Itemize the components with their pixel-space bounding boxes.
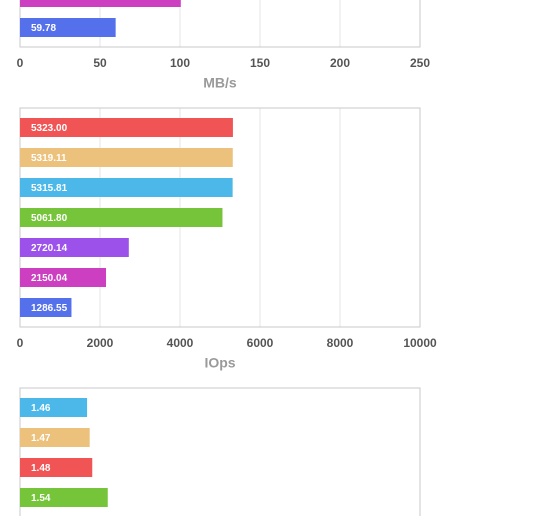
x-tick-label: 2000 <box>87 336 114 350</box>
value-label: 1.46 <box>31 403 51 414</box>
bar <box>20 488 108 507</box>
x-tick-label: 10000 <box>403 336 437 350</box>
x-tick-label: 150 <box>250 56 270 70</box>
plot-frame <box>19 387 421 516</box>
bar <box>20 298 72 317</box>
value-label: 1.48 <box>31 463 51 474</box>
bar <box>20 458 93 477</box>
x-tick-label: 0 <box>17 56 24 70</box>
value-label: 1.54 <box>31 493 51 504</box>
bar <box>20 118 233 137</box>
x-tick-label: 200 <box>330 56 350 70</box>
bar <box>20 178 233 197</box>
bar <box>20 18 116 37</box>
x-tick-label: 4000 <box>167 336 194 350</box>
x-tick-label: 6000 <box>247 336 274 350</box>
value-label: 5061.80 <box>31 213 68 224</box>
value-label: 5323.00 <box>31 123 68 134</box>
plot-frame <box>19 0 421 48</box>
value-label: 59.78 <box>31 23 56 34</box>
value-label: 5315.81 <box>31 183 68 194</box>
bar <box>20 428 90 447</box>
bar <box>20 238 129 257</box>
bar <box>20 0 181 7</box>
x-tick-label: 8000 <box>327 336 354 350</box>
x-tick-label: 250 <box>410 56 430 70</box>
bar <box>20 208 223 227</box>
x-tick-label: 100 <box>170 56 190 70</box>
value-label: 2720.14 <box>31 243 68 254</box>
value-label: 1.47 <box>31 433 51 444</box>
bar <box>20 268 107 287</box>
x-tick-label: 50 <box>93 56 107 70</box>
bar <box>20 398 88 417</box>
value-label: 1286.55 <box>31 303 68 314</box>
x-axis-title: MB/s <box>203 75 237 91</box>
x-tick-label: 0 <box>17 336 24 350</box>
value-label: 5319.11 <box>31 153 67 164</box>
value-label: 2150.04 <box>31 273 68 284</box>
x-axis-title: IOps <box>204 355 235 371</box>
bar <box>20 148 233 167</box>
